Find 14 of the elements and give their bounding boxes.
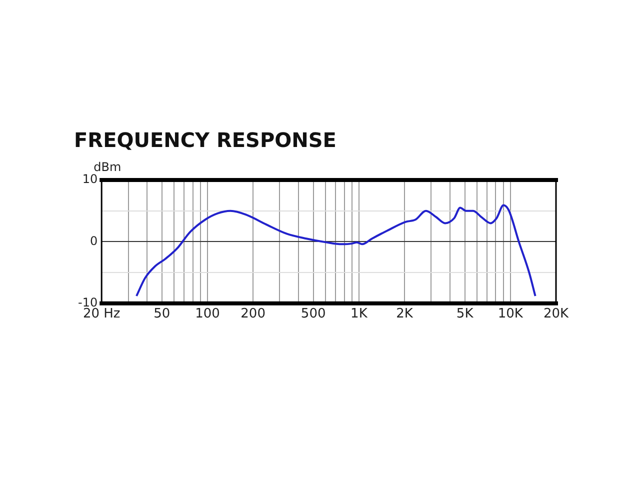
y-tick-label: 10 — [82, 172, 98, 186]
x-tick-label: 500 — [300, 306, 326, 322]
x-tick-label: 20K — [543, 306, 570, 322]
chart-title: FREQUENCY RESPONSE — [74, 128, 336, 152]
x-tick-label: 20 Hz — [82, 306, 120, 322]
x-tick-label: 100 — [195, 306, 220, 322]
x-tick-label: 50 — [154, 306, 170, 322]
x-tick-label: 1K — [350, 306, 368, 322]
x-tick-label: 200 — [240, 306, 266, 322]
x-tick-label: 10K — [498, 306, 524, 322]
x-tick-label: 2K — [396, 306, 414, 322]
y-tick-label: 0 — [90, 234, 98, 248]
y-axis-title: dBm — [94, 160, 122, 174]
x-tick-label: 5K — [456, 306, 474, 322]
